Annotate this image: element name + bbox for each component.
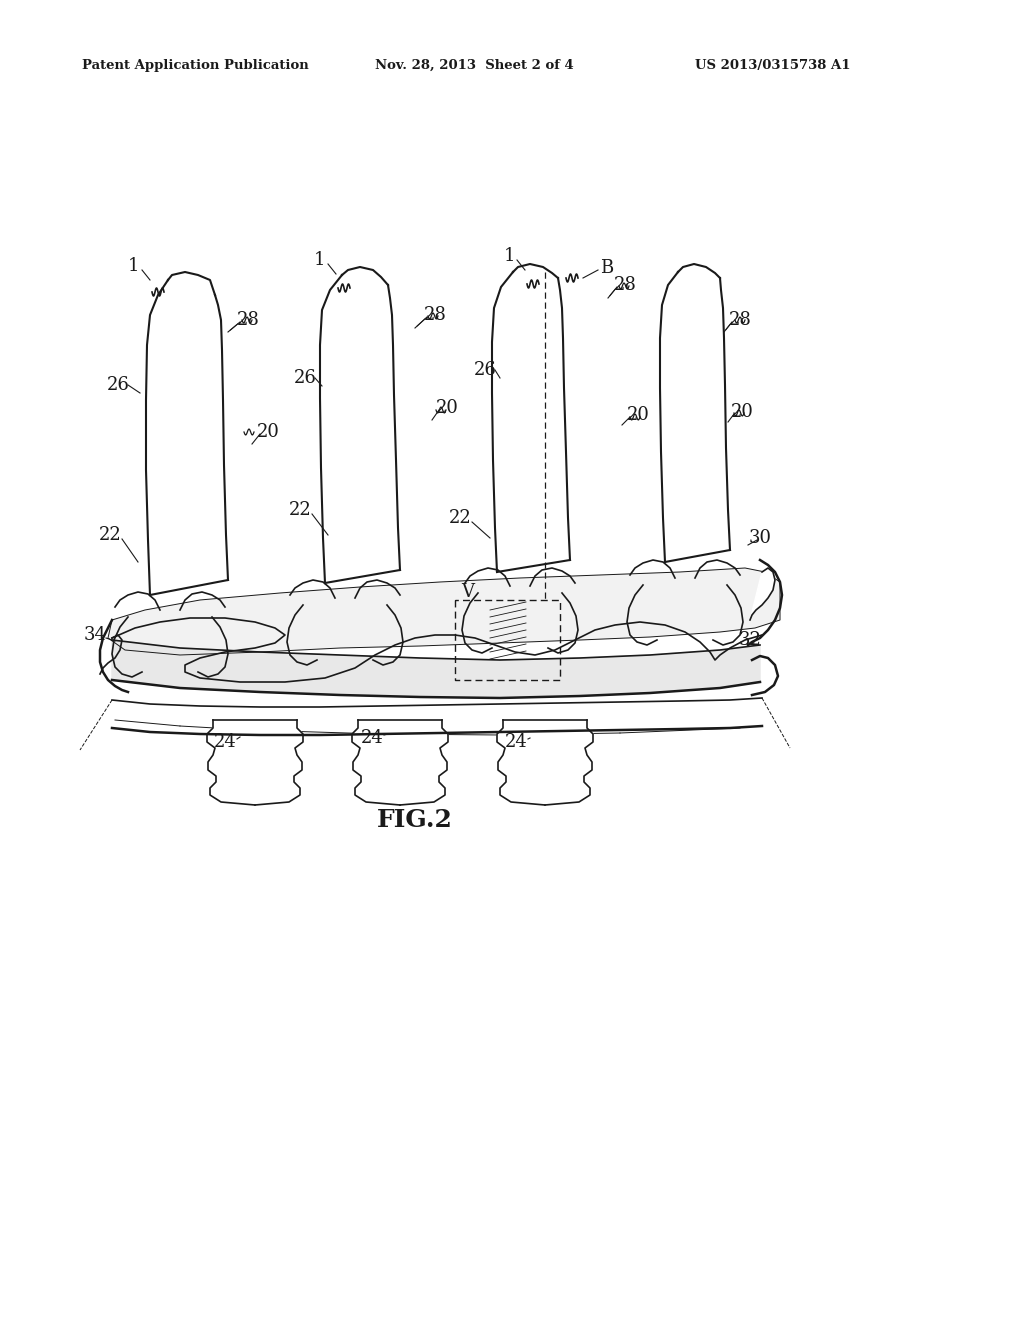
Polygon shape	[492, 264, 570, 572]
Polygon shape	[108, 568, 780, 655]
Text: 1: 1	[503, 247, 515, 265]
Text: 24: 24	[505, 733, 527, 751]
Text: 24: 24	[360, 729, 383, 747]
Polygon shape	[146, 272, 228, 595]
Text: Patent Application Publication: Patent Application Publication	[82, 58, 309, 71]
Polygon shape	[319, 267, 400, 583]
Text: FIG.2: FIG.2	[377, 808, 453, 832]
Text: 26: 26	[473, 360, 497, 379]
Polygon shape	[497, 719, 593, 805]
Text: V: V	[462, 583, 474, 601]
Text: 20: 20	[435, 399, 459, 417]
Text: 22: 22	[289, 502, 311, 519]
Text: 20: 20	[730, 403, 754, 421]
Text: B: B	[600, 259, 613, 277]
Text: 20: 20	[257, 422, 280, 441]
Text: 32: 32	[738, 631, 762, 649]
Text: 26: 26	[294, 370, 316, 387]
Polygon shape	[112, 640, 760, 698]
Polygon shape	[660, 264, 730, 562]
Text: 24: 24	[214, 733, 237, 751]
Polygon shape	[352, 719, 449, 805]
Text: Nov. 28, 2013  Sheet 2 of 4: Nov. 28, 2013 Sheet 2 of 4	[375, 58, 573, 71]
Text: US 2013/0315738 A1: US 2013/0315738 A1	[695, 58, 851, 71]
Text: 26: 26	[106, 376, 129, 393]
Text: 22: 22	[98, 525, 122, 544]
Text: 20: 20	[627, 407, 649, 424]
Text: 1: 1	[128, 257, 139, 275]
Polygon shape	[207, 719, 303, 805]
Text: 1: 1	[314, 251, 326, 269]
Text: 28: 28	[237, 312, 259, 329]
Text: 34: 34	[84, 626, 106, 644]
Text: 30: 30	[749, 529, 771, 546]
Text: 28: 28	[424, 306, 446, 323]
Text: 22: 22	[449, 510, 471, 527]
Polygon shape	[750, 568, 775, 620]
Text: 28: 28	[613, 276, 637, 294]
Text: 28: 28	[728, 312, 752, 329]
